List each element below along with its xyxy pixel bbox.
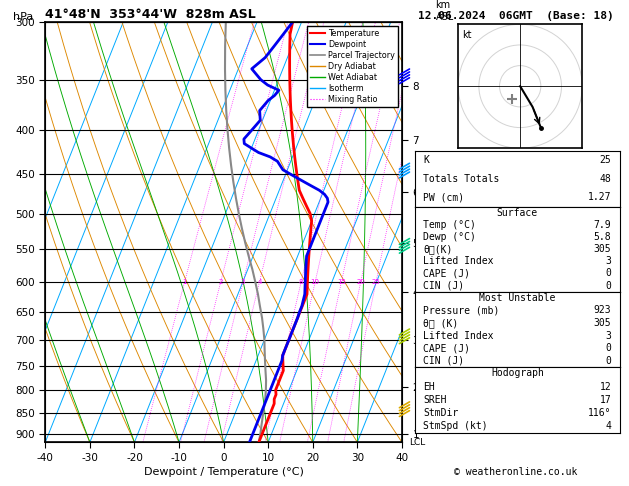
Text: 25: 25 [599,155,611,165]
Text: θᴇ (K): θᴇ (K) [423,318,459,328]
Text: CIN (J): CIN (J) [423,356,464,365]
Text: EH: EH [423,382,435,392]
Text: kt: kt [462,31,472,40]
Text: Lifted Index: Lifted Index [423,256,494,266]
Text: 48: 48 [599,174,611,184]
Text: StmSpd (kt): StmSpd (kt) [423,421,488,431]
Text: 305: 305 [594,244,611,254]
Text: © weatheronline.co.uk: © weatheronline.co.uk [454,467,577,477]
Text: θᴇ(K): θᴇ(K) [423,244,453,254]
Text: 4: 4 [257,279,262,285]
Legend: Temperature, Dewpoint, Parcel Trajectory, Dry Adiabat, Wet Adiabat, Isotherm, Mi: Temperature, Dewpoint, Parcel Trajectory… [307,26,398,107]
Text: 305: 305 [594,318,611,328]
Text: 7.9: 7.9 [594,220,611,230]
Text: 25: 25 [372,279,381,285]
Text: 4: 4 [606,421,611,431]
Text: 0: 0 [606,268,611,278]
Text: 15: 15 [337,279,346,285]
X-axis label: Dewpoint / Temperature (°C): Dewpoint / Temperature (°C) [143,467,304,477]
Text: Surface: Surface [497,208,538,218]
Text: 0: 0 [606,280,611,291]
Text: 20: 20 [356,279,365,285]
Text: Lifted Index: Lifted Index [423,330,494,341]
Text: 3: 3 [241,279,245,285]
Text: CAPE (J): CAPE (J) [423,268,470,278]
Text: 1: 1 [182,279,187,285]
Text: 8: 8 [299,279,303,285]
Text: StmDir: StmDir [423,408,459,418]
Text: 41°48'N  353°44'W  828m ASL: 41°48'N 353°44'W 828m ASL [45,8,256,21]
Text: SREH: SREH [423,395,447,405]
Text: 923: 923 [594,305,611,315]
Text: 10: 10 [311,279,320,285]
Text: 2: 2 [218,279,223,285]
Text: PW (cm): PW (cm) [423,192,464,202]
Text: 1.27: 1.27 [588,192,611,202]
Text: 3: 3 [606,330,611,341]
Y-axis label: Mixing Ratio (g/kg): Mixing Ratio (g/kg) [450,189,459,275]
Text: LCL: LCL [409,438,425,447]
Text: CAPE (J): CAPE (J) [423,343,470,353]
Text: K: K [423,155,429,165]
Text: 5.8: 5.8 [594,232,611,242]
Text: 12: 12 [599,382,611,392]
Text: 17: 17 [599,395,611,405]
Text: Totals Totals: Totals Totals [423,174,499,184]
Text: km
ASL: km ASL [436,0,454,22]
Text: hPa: hPa [13,12,33,22]
Text: Most Unstable: Most Unstable [479,293,555,303]
Text: Temp (°C): Temp (°C) [423,220,476,230]
Text: Pressure (mb): Pressure (mb) [423,305,499,315]
Text: 0: 0 [606,356,611,365]
Text: Hodograph: Hodograph [491,368,544,379]
Text: 116°: 116° [588,408,611,418]
Text: CIN (J): CIN (J) [423,280,464,291]
Text: 0: 0 [606,343,611,353]
Text: 3: 3 [606,256,611,266]
Text: Dewp (°C): Dewp (°C) [423,232,476,242]
Text: 12.06.2024  06GMT  (Base: 18): 12.06.2024 06GMT (Base: 18) [418,11,614,21]
